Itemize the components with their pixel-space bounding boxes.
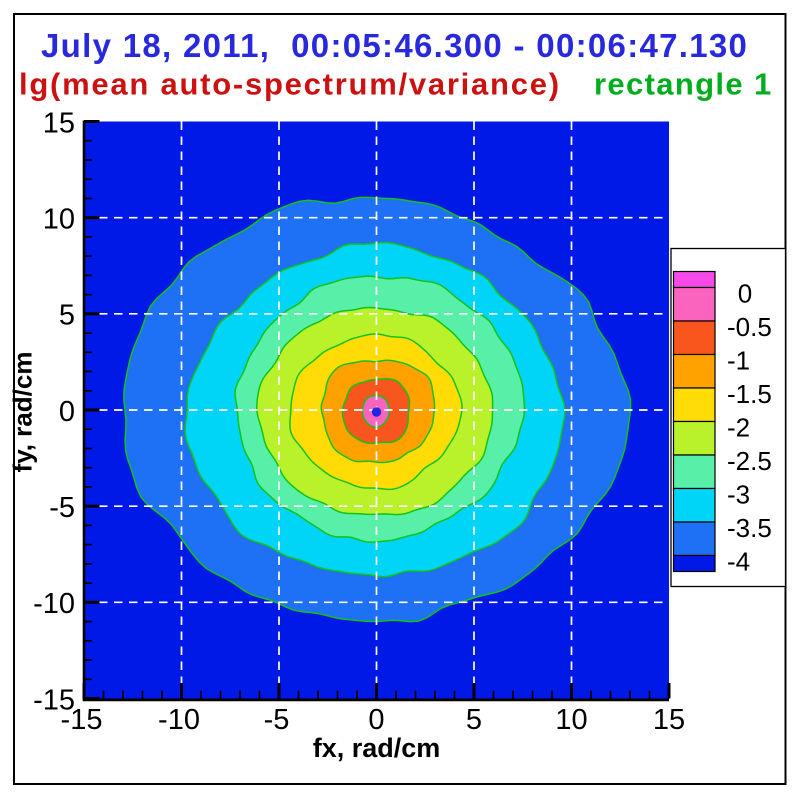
svg-text:-15: -15 <box>33 684 75 716</box>
svg-text:15: 15 <box>653 704 685 736</box>
svg-text:-10: -10 <box>33 588 75 620</box>
svg-text:fx, rad/cm: fx, rad/cm <box>313 733 441 763</box>
svg-text:-5: -5 <box>49 492 75 524</box>
svg-text:5: 5 <box>466 704 482 736</box>
svg-text:July 18, 2011, 00:05:46.300 -: July 18, 2011, 00:05:46.300 - 00:06:47.1… <box>41 27 748 64</box>
svg-text:10: 10 <box>43 204 75 236</box>
svg-text:10: 10 <box>555 704 587 736</box>
svg-text:-3: -3 <box>727 480 750 510</box>
svg-text:5: 5 <box>59 300 75 332</box>
svg-text:-15: -15 <box>61 704 103 736</box>
svg-text:-1: -1 <box>727 346 750 376</box>
svg-text:rectangle 1: rectangle 1 <box>594 67 773 102</box>
svg-text:-2: -2 <box>727 413 750 443</box>
svg-text:0: 0 <box>368 704 384 736</box>
svg-text:-1.5: -1.5 <box>727 379 772 409</box>
svg-text:-0.5: -0.5 <box>727 312 772 342</box>
svg-text:fy, rad/cm: fy, rad/cm <box>8 352 38 473</box>
svg-text:-3.5: -3.5 <box>727 513 772 543</box>
svg-text:0: 0 <box>738 279 752 309</box>
svg-text:15: 15 <box>43 107 75 139</box>
svg-text:-2.5: -2.5 <box>727 446 772 476</box>
svg-text:lg(mean auto-spectrum/variance: lg(mean auto-spectrum/variance) <box>19 67 561 102</box>
svg-text:-4: -4 <box>727 547 750 577</box>
svg-text:0: 0 <box>59 396 75 428</box>
svg-text:-5: -5 <box>264 704 290 736</box>
svg-text:-10: -10 <box>158 704 200 736</box>
